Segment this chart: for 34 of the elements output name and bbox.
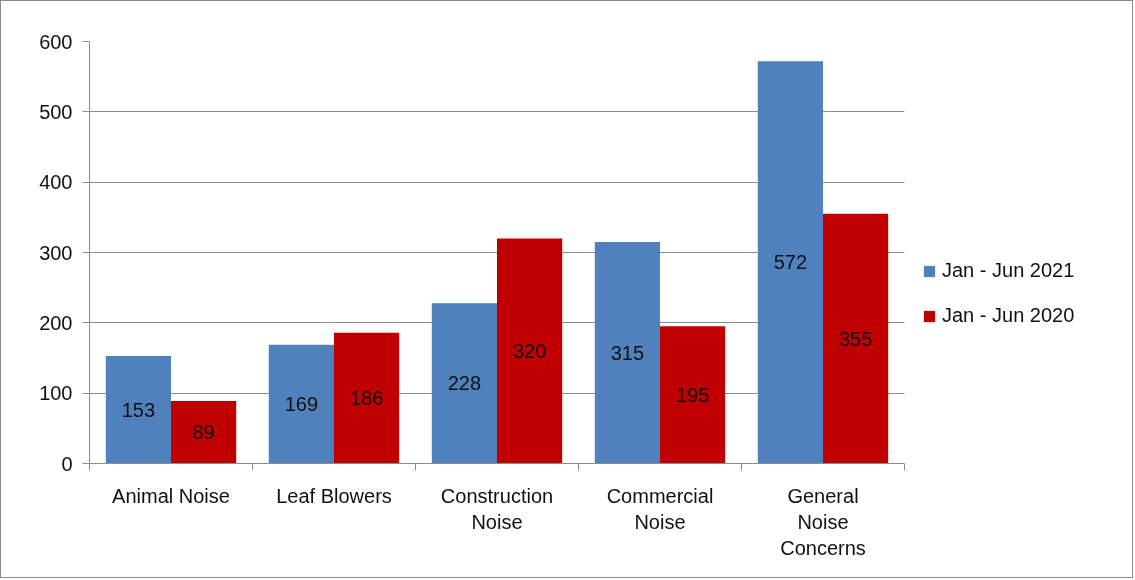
y-tick-label: 400	[39, 171, 73, 194]
data-label: 89	[192, 421, 215, 444]
data-label: 186	[349, 387, 384, 410]
data-label: 228	[447, 372, 482, 395]
legend-label: Jan - Jun 2021	[942, 259, 1075, 282]
x-tick-label: General Noise Concerns	[780, 484, 866, 560]
x-tick-label: Animal Noise	[112, 484, 230, 507]
bar	[268, 344, 334, 464]
bar	[757, 61, 823, 464]
legend-label: Jan - Jun 2020	[942, 304, 1075, 327]
x-tick-label: Leaf Blowers	[276, 484, 392, 507]
y-tick-label: 0	[61, 452, 73, 475]
data-label: 572	[773, 251, 808, 274]
bar	[594, 241, 660, 464]
y-tick-label: 500	[39, 100, 73, 123]
bar	[497, 238, 563, 464]
data-label: 320	[512, 339, 547, 362]
y-tick-label: 300	[39, 241, 73, 264]
bar	[105, 355, 171, 464]
data-label: 169	[284, 393, 319, 416]
data-label: 315	[610, 341, 645, 364]
x-tick-label: Commercial Noise	[606, 484, 714, 533]
bar	[171, 400, 237, 464]
bar	[823, 213, 889, 464]
y-tick-label: 600	[39, 30, 73, 53]
bar	[334, 332, 400, 464]
data-label: 195	[675, 383, 710, 406]
bar	[431, 303, 497, 464]
y-tick-label: 100	[39, 382, 73, 405]
y-tick-label: 200	[39, 311, 73, 334]
data-label: 153	[121, 398, 156, 421]
x-tick-label: Construction Noise	[440, 484, 554, 533]
bar	[660, 326, 726, 464]
data-label: 355	[838, 327, 873, 350]
